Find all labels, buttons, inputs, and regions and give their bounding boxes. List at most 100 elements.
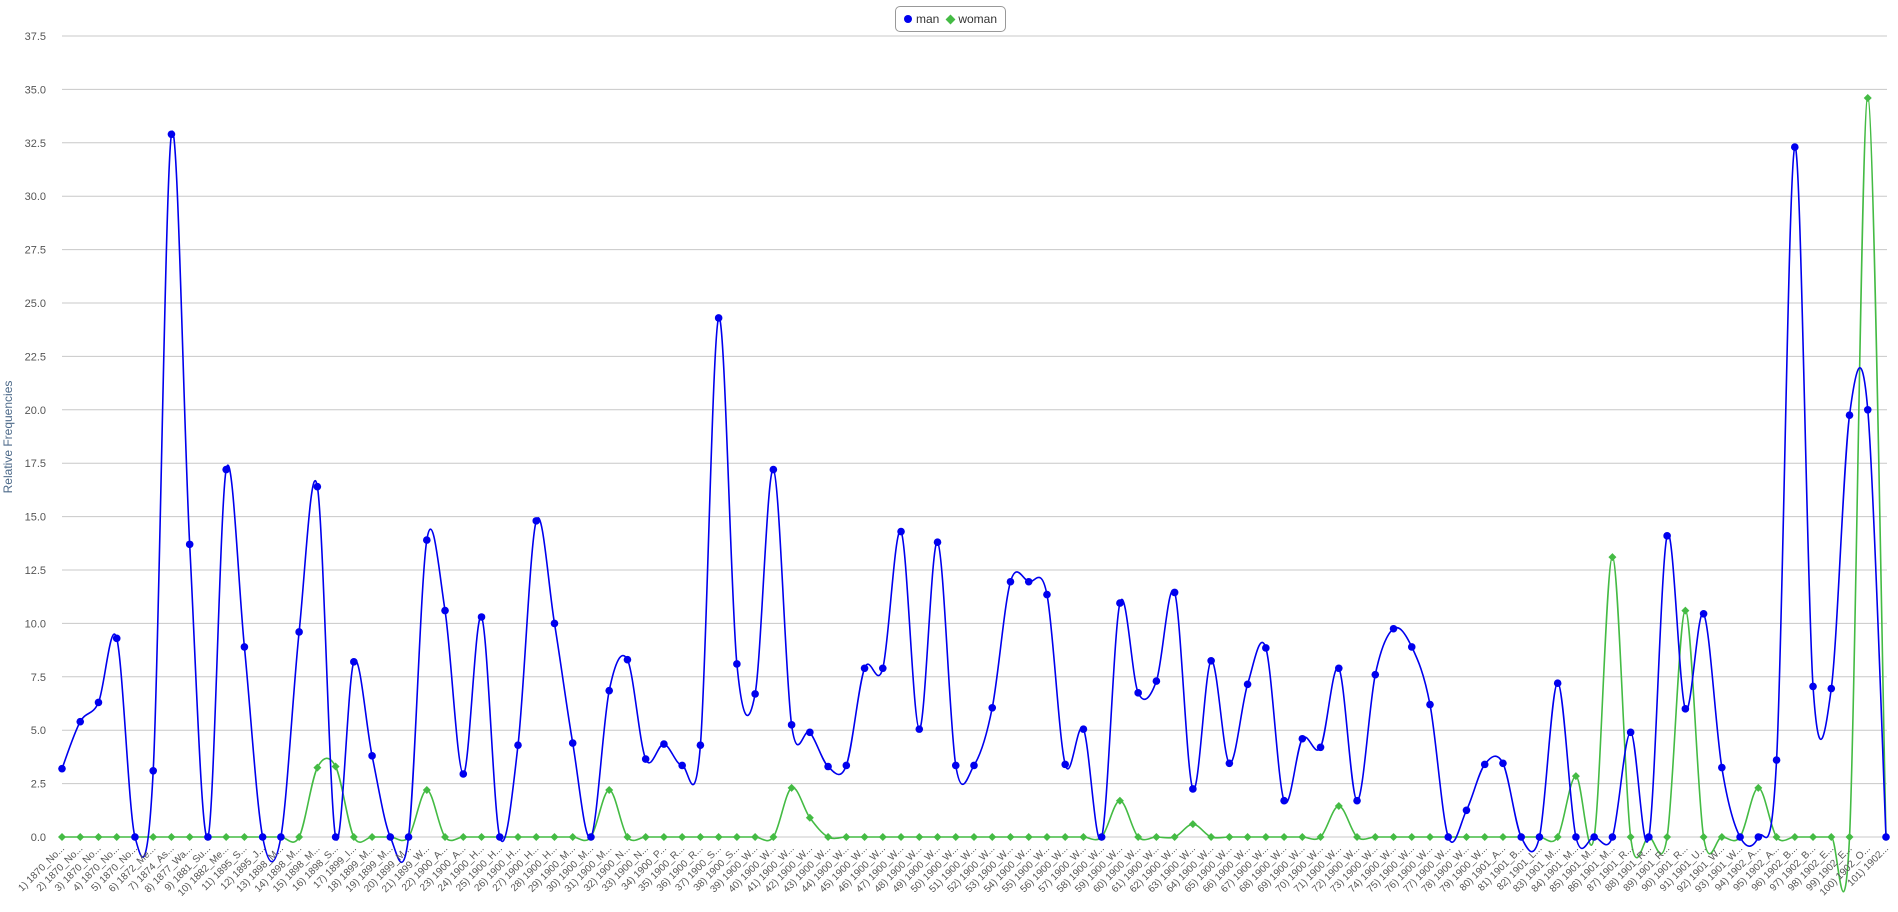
point-man-92[interactable]	[1718, 763, 1726, 772]
point-woman-28[interactable]	[550, 833, 559, 841]
point-man-95[interactable]	[1772, 756, 1781, 764]
point-man-15[interactable]	[313, 482, 322, 491]
point-man-19[interactable]	[386, 833, 395, 841]
point-man-58[interactable]	[1097, 833, 1106, 841]
point-man-27[interactable]	[532, 517, 541, 525]
point-man-97[interactable]	[1809, 682, 1817, 691]
point-man-47[interactable]	[897, 527, 905, 536]
point-man-57[interactable]	[1079, 725, 1088, 733]
point-man-40[interactable]	[769, 465, 778, 474]
point-woman-6[interactable]	[149, 833, 158, 841]
point-man-22[interactable]	[441, 606, 449, 615]
point-woman-14[interactable]	[295, 833, 304, 841]
point-woman-79[interactable]	[1480, 833, 1489, 841]
point-woman-27[interactable]	[532, 833, 541, 841]
point-woman-53[interactable]	[1006, 833, 1015, 841]
point-woman-35[interactable]	[678, 833, 687, 841]
point-woman-18[interactable]	[368, 833, 377, 841]
point-woman-75[interactable]	[1407, 833, 1416, 841]
point-man-80[interactable]	[1499, 759, 1507, 768]
point-man-85[interactable]	[1590, 833, 1598, 841]
point-woman-91[interactable]	[1699, 833, 1708, 841]
point-man-59[interactable]	[1116, 599, 1124, 607]
point-man-77[interactable]	[1444, 833, 1453, 841]
point-man-93[interactable]	[1736, 833, 1744, 841]
point-woman-34[interactable]	[659, 833, 668, 841]
point-woman-37[interactable]	[714, 833, 723, 841]
point-man-24[interactable]	[477, 613, 486, 621]
point-man-99[interactable]	[1845, 411, 1854, 419]
point-woman-76[interactable]	[1426, 833, 1434, 841]
point-woman-47[interactable]	[897, 833, 906, 841]
point-man-101[interactable]	[1882, 833, 1890, 841]
point-man-82[interactable]	[1535, 833, 1544, 841]
point-man-50[interactable]	[951, 761, 960, 770]
point-man-36[interactable]	[696, 741, 705, 749]
point-woman-80[interactable]	[1498, 833, 1507, 841]
point-man-44[interactable]	[842, 761, 851, 770]
point-man-86[interactable]	[1608, 833, 1617, 841]
point-woman-83[interactable]	[1553, 833, 1562, 841]
point-man-31[interactable]	[605, 686, 613, 695]
point-man-10[interactable]	[222, 465, 230, 474]
point-woman-36[interactable]	[696, 833, 705, 841]
point-woman-33[interactable]	[641, 833, 650, 841]
point-woman-15[interactable]	[313, 763, 322, 772]
point-woman-94[interactable]	[1754, 783, 1763, 792]
point-man-52[interactable]	[988, 703, 997, 712]
point-man-75[interactable]	[1407, 643, 1416, 651]
point-man-83[interactable]	[1553, 679, 1562, 688]
point-man-5[interactable]	[131, 833, 139, 841]
point-man-94[interactable]	[1754, 833, 1763, 841]
point-woman-52[interactable]	[988, 833, 997, 841]
point-woman-39[interactable]	[751, 833, 760, 841]
point-man-72[interactable]	[1353, 796, 1361, 805]
point-woman-38[interactable]	[732, 833, 741, 841]
point-man-41[interactable]	[787, 721, 796, 729]
point-woman-100[interactable]	[1863, 93, 1872, 102]
point-woman-74[interactable]	[1389, 833, 1398, 841]
point-man-67[interactable]	[1262, 644, 1270, 652]
point-woman-59[interactable]	[1115, 796, 1124, 805]
point-woman-46[interactable]	[878, 833, 887, 841]
point-woman-26[interactable]	[514, 833, 522, 841]
point-man-21[interactable]	[423, 536, 431, 544]
point-man-76[interactable]	[1426, 700, 1434, 709]
point-man-66[interactable]	[1243, 680, 1252, 689]
point-man-13[interactable]	[277, 833, 285, 841]
point-woman-97[interactable]	[1809, 833, 1818, 841]
point-woman-1[interactable]	[58, 833, 66, 841]
point-man-69[interactable]	[1298, 734, 1307, 743]
point-man-42[interactable]	[806, 728, 814, 737]
point-man-90[interactable]	[1681, 705, 1690, 713]
point-man-12[interactable]	[258, 833, 267, 841]
point-man-78[interactable]	[1462, 806, 1471, 815]
point-man-89[interactable]	[1663, 532, 1671, 540]
point-woman-43[interactable]	[824, 833, 833, 841]
point-man-26[interactable]	[514, 741, 522, 749]
point-man-74[interactable]	[1389, 624, 1398, 633]
point-man-87[interactable]	[1626, 728, 1635, 737]
point-woman-31[interactable]	[605, 786, 614, 795]
point-man-1[interactable]	[58, 764, 66, 773]
point-woman-72[interactable]	[1353, 833, 1362, 841]
point-woman-21[interactable]	[422, 786, 431, 795]
point-man-73[interactable]	[1371, 670, 1380, 679]
point-woman-8[interactable]	[185, 833, 194, 841]
point-man-11[interactable]	[240, 643, 249, 651]
point-man-45[interactable]	[860, 664, 869, 673]
point-man-62[interactable]	[1170, 588, 1179, 597]
point-man-29[interactable]	[568, 739, 577, 747]
point-woman-2[interactable]	[76, 833, 85, 841]
point-woman-29[interactable]	[568, 833, 577, 841]
point-woman-42[interactable]	[805, 813, 814, 822]
point-man-2[interactable]	[76, 717, 85, 726]
point-man-3[interactable]	[94, 698, 103, 707]
point-woman-7[interactable]	[167, 833, 176, 841]
point-man-98[interactable]	[1827, 684, 1836, 693]
point-woman-4[interactable]	[112, 833, 121, 841]
point-woman-70[interactable]	[1316, 833, 1325, 841]
point-man-91[interactable]	[1699, 609, 1708, 618]
point-man-56[interactable]	[1061, 760, 1069, 769]
point-woman-99[interactable]	[1845, 833, 1854, 841]
